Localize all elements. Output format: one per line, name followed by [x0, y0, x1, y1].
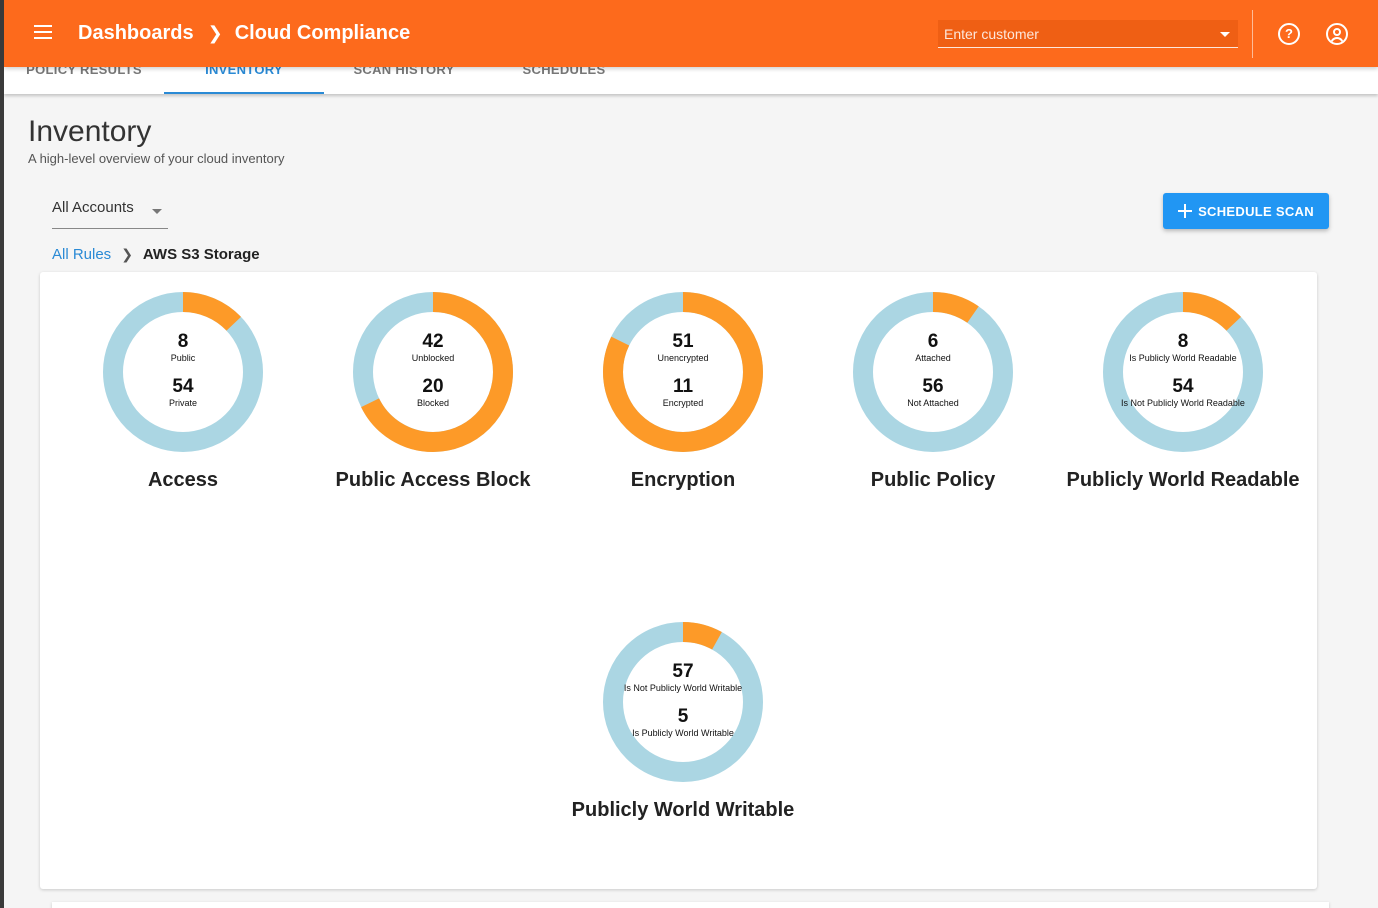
all-rules-link[interactable]: All Rules: [52, 246, 112, 263]
donut-ring: 57 Is Not Publicly World Writable 5 Is P…: [603, 622, 763, 782]
donut-title: Publicly World Readable: [1066, 469, 1300, 491]
customer-select[interactable]: Enter customer: [938, 20, 1238, 48]
donut-bottom-value: 20: [422, 376, 444, 397]
plus-icon: [1178, 204, 1193, 218]
donut-bottom-label: Is Not Publicly World Readable: [1121, 398, 1245, 408]
help-icon[interactable]: ?: [1278, 23, 1300, 45]
dropdown-arrow-icon[interactable]: [1220, 32, 1230, 37]
rules-breadcrumb: All Rules ❯ AWS S3 Storage: [52, 246, 260, 263]
inventory-card: 8 Public 54 Private Access 42 Unblocked …: [40, 272, 1317, 889]
donut-bottom-value: 54: [1172, 376, 1194, 397]
donut-highlight-arc: [603, 622, 763, 782]
customer-placeholder: Enter customer: [944, 26, 1039, 42]
breadcrumb-cloud-compliance: Cloud Compliance: [234, 22, 411, 44]
donut-title: Encryption: [630, 469, 736, 491]
donut-top-value: 8: [1177, 331, 1189, 352]
accounts-selected-value: All Accounts: [52, 199, 134, 216]
donut-ring: 51 Unencrypted 11 Encrypted: [603, 292, 763, 452]
page-title: Inventory: [28, 115, 152, 148]
app-breadcrumb: Dashboards ❯ Cloud Compliance: [78, 22, 410, 45]
donut-top-value: 6: [927, 331, 939, 352]
donut-chart-public-access-block: 42 Unblocked 20 Blocked Public Access Bl…: [308, 292, 558, 493]
chevron-right-icon: ❯: [121, 246, 133, 262]
donut-chart-publicly-world-readable: 8 Is Publicly World Readable 54 Is Not P…: [1058, 292, 1308, 493]
schedule-scan-label: SCHEDULE SCAN: [1198, 203, 1314, 219]
donut-top-label: Unblocked: [411, 353, 455, 363]
donut-highlight-arc: [603, 292, 763, 452]
donut-highlight-arc: [1103, 292, 1263, 452]
donut-highlight-arc: [103, 292, 263, 452]
app-bar: Dashboards ❯ Cloud Compliance Enter cust…: [4, 0, 1378, 67]
breadcrumb-current-rule: AWS S3 Storage: [142, 246, 260, 263]
donut-top-label: Unencrypted: [657, 353, 709, 363]
appbar-divider: [1252, 10, 1253, 58]
donut-bottom-label: Is Publicly World Writable: [632, 728, 734, 738]
donut-ring: 42 Unblocked 20 Blocked: [353, 292, 513, 452]
donut-top-value: 51: [672, 331, 694, 352]
donut-bottom-value: 56: [922, 376, 944, 397]
donut-chart-public-policy: 6 Attached 56 Not Attached Public Policy: [808, 292, 1058, 493]
donut-top-value: 57: [672, 661, 694, 682]
breadcrumb-dashboards[interactable]: Dashboards: [78, 22, 194, 44]
dropdown-arrow-icon[interactable]: [152, 209, 162, 214]
donut-bottom-value: 5: [677, 706, 689, 727]
donut-top-label: Public: [170, 353, 196, 363]
schedule-scan-button[interactable]: SCHEDULE SCAN: [1163, 193, 1329, 229]
donut-chart-publicly-world-writable: 57 Is Not Publicly World Writable 5 Is P…: [558, 622, 808, 823]
accounts-select[interactable]: All Accounts: [52, 199, 168, 229]
donut-ring: 6 Attached 56 Not Attached: [853, 292, 1013, 452]
donut-top-label: Is Publicly World Readable: [1129, 353, 1237, 363]
secondary-card: [52, 902, 1329, 908]
chevron-right-icon: ❯: [207, 23, 223, 43]
page: Dashboards ❯ Cloud Compliance Enter cust…: [4, 0, 1378, 908]
page-subtitle: A high-level overview of your cloud inve…: [28, 151, 285, 166]
donut-ring: 8 Public 54 Private: [103, 292, 263, 452]
menu-icon[interactable]: [34, 25, 54, 41]
donut-bottom-label: Not Attached: [907, 398, 959, 408]
donut-top-value: 42: [422, 331, 444, 352]
donut-top-value: 8: [177, 331, 189, 352]
donut-bottom-label: Encrypted: [662, 398, 704, 408]
donut-ring: 8 Is Publicly World Readable 54 Is Not P…: [1103, 292, 1263, 452]
donut-top-label: Is Not Publicly World Writable: [623, 683, 743, 693]
donut-bottom-label: Blocked: [416, 398, 450, 408]
donut-highlight-arc: [353, 292, 513, 452]
donut-bottom-value: 54: [172, 376, 194, 397]
donut-chart-access: 8 Public 54 Private Access: [58, 292, 308, 493]
donut-title: Public Access Block: [335, 469, 531, 491]
donut-chart-encryption: 51 Unencrypted 11 Encrypted Encryption: [558, 292, 808, 493]
donut-bottom-label: Private: [168, 398, 197, 408]
account-icon[interactable]: [1326, 23, 1348, 45]
donut-title: Access: [147, 469, 219, 491]
donut-top-label: Attached: [915, 353, 951, 363]
donut-title: Public Policy: [870, 469, 996, 491]
donut-title: Publicly World Writable: [571, 799, 795, 821]
donut-highlight-arc: [853, 292, 1013, 452]
donut-bottom-value: 11: [672, 376, 694, 397]
